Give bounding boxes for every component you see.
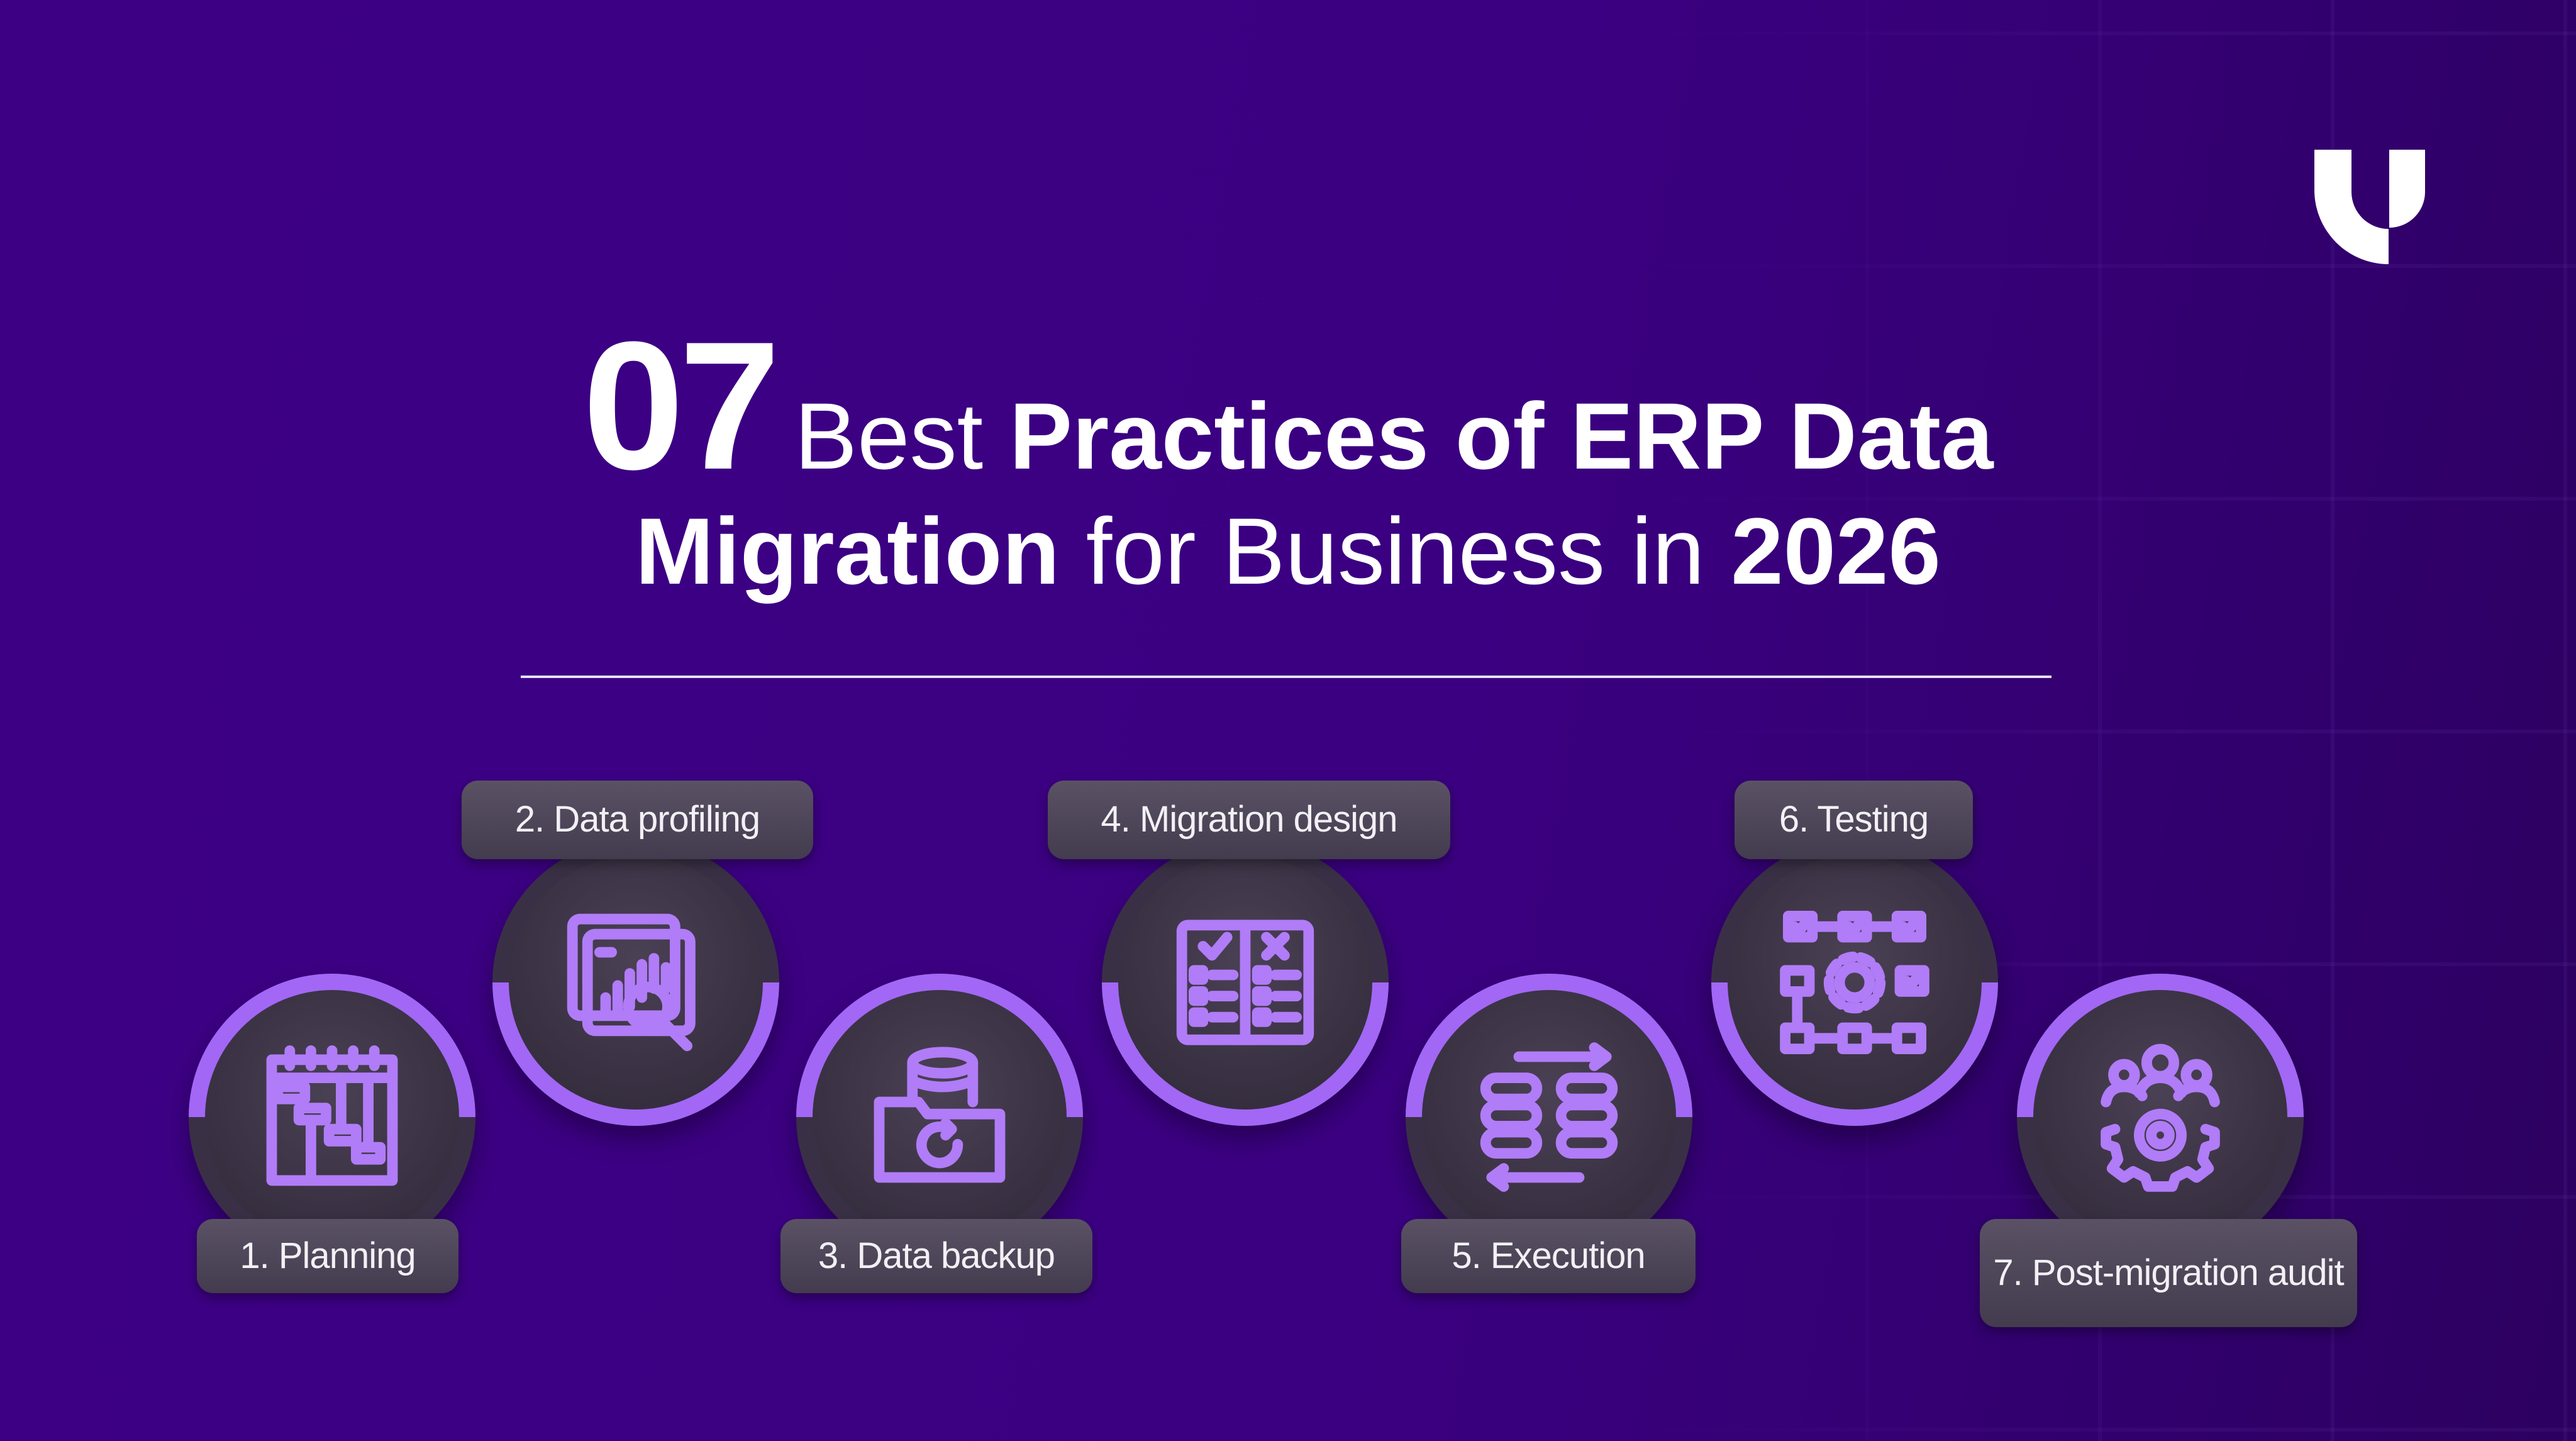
- step-1-circle: [189, 974, 475, 1260]
- workflow-gear-icon: [1780, 911, 1929, 1054]
- title-regular-text: for Business in: [1085, 498, 1705, 604]
- chart-magnifier-icon: [567, 913, 696, 1052]
- title-line-1: 07 Best Practices of ERP Data: [0, 314, 2576, 497]
- step-6-circle: [1711, 839, 1998, 1126]
- step-3-label: 3. Data backup: [780, 1219, 1092, 1293]
- data-transfer-icon: [1480, 1042, 1618, 1192]
- title-bold-migration: Migration: [635, 498, 1060, 604]
- step-1-label: 1. Planning: [197, 1219, 458, 1293]
- title-light-text: Best: [794, 383, 984, 489]
- checklist-book-icon: [1176, 920, 1314, 1045]
- title-line-2: Migration for Business in 2026: [0, 497, 2576, 606]
- step-7-label: 7. Post-migration audit: [1980, 1219, 2357, 1327]
- step-4-circle: [1102, 839, 1389, 1126]
- step-6-label: 6. Testing: [1735, 781, 1973, 859]
- step-2-label: 2. Data profiling: [462, 781, 813, 859]
- title-number: 07: [582, 304, 780, 508]
- title-year: 2026: [1731, 498, 1941, 604]
- step-7-circle: [2017, 974, 2304, 1260]
- step-4-label: 4. Migration design: [1048, 781, 1450, 859]
- step-3-circle: [796, 974, 1083, 1260]
- step-5-circle: [1406, 974, 1692, 1260]
- step-5-label: 5. Execution: [1401, 1219, 1696, 1293]
- database-folder-icon: [874, 1047, 1006, 1183]
- team-gear-icon: [2101, 1043, 2220, 1192]
- title-divider: [521, 676, 2051, 678]
- title-bold-text: Practices of ERP Data: [1009, 383, 1994, 489]
- step-2-circle: [492, 839, 779, 1126]
- brand-logo: [2314, 150, 2425, 264]
- gantt-calendar-icon: [266, 1045, 398, 1186]
